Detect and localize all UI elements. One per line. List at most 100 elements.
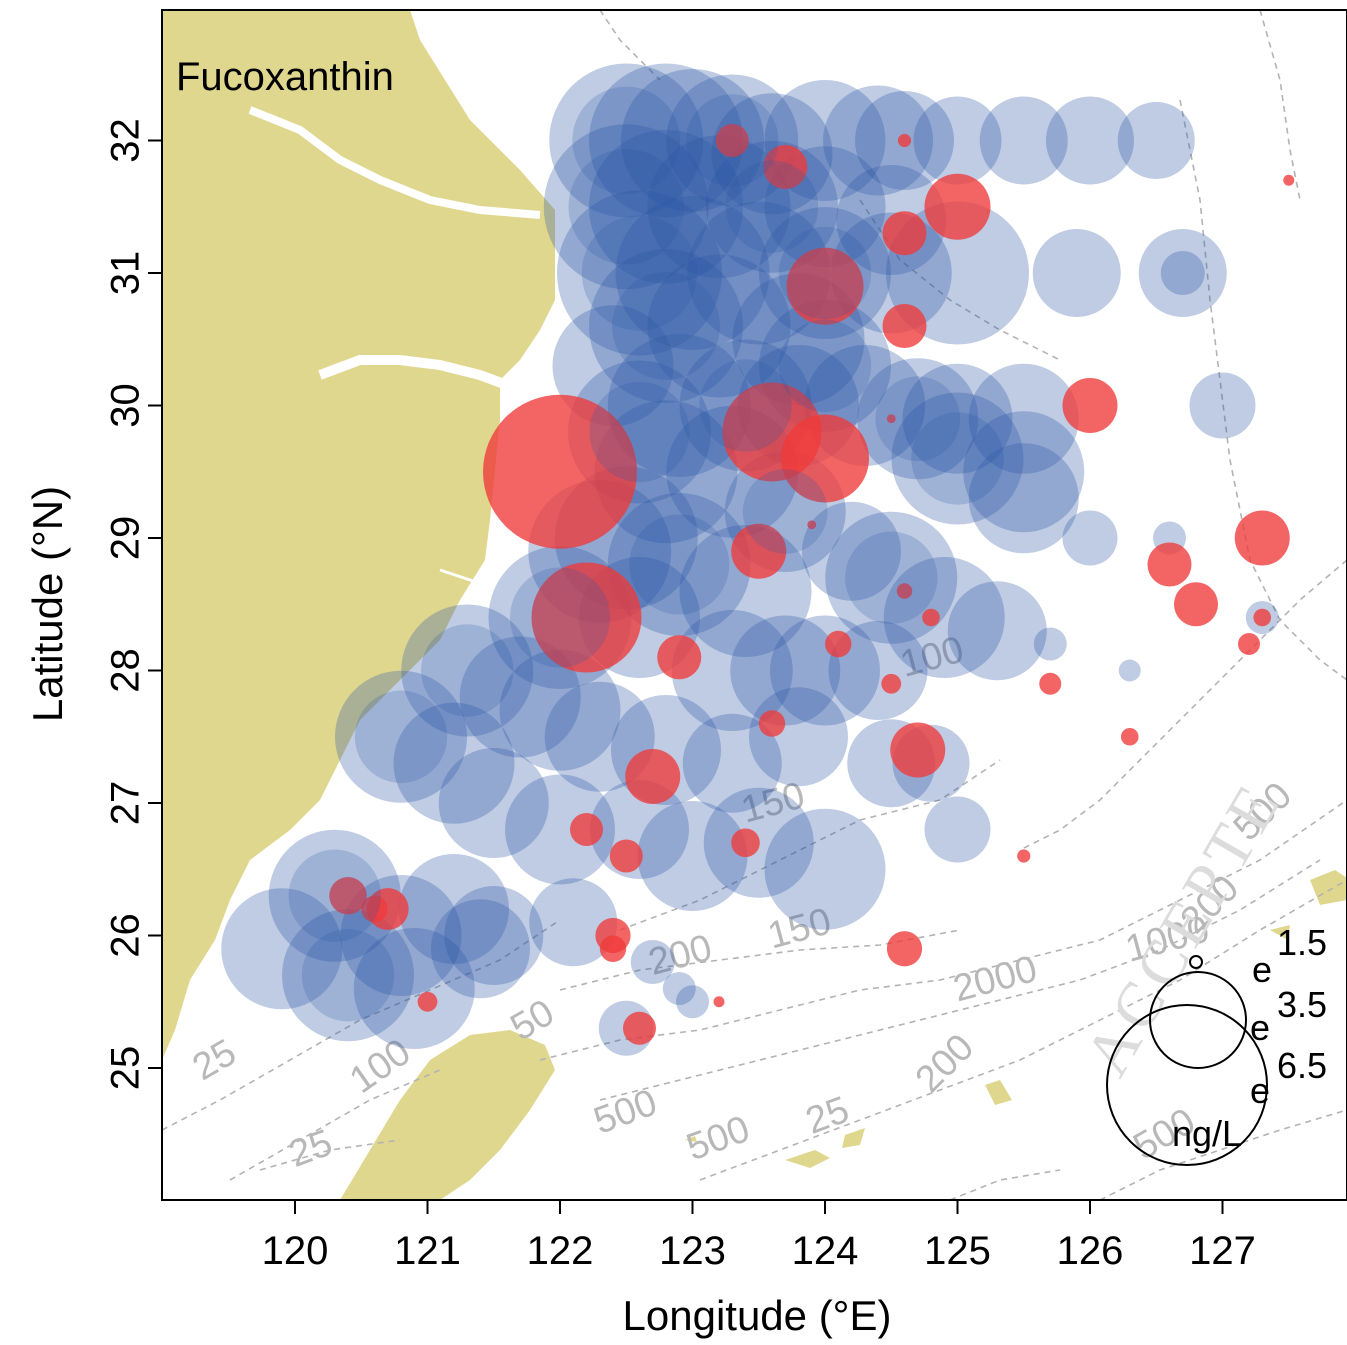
contour-line xyxy=(619,759,1001,931)
station-bubble-blue xyxy=(421,624,514,717)
legend-circle-large xyxy=(1106,1004,1268,1166)
station-bubble-blue xyxy=(509,567,611,668)
legend-prefix-1: e xyxy=(1252,949,1272,990)
red-station-bubbles xyxy=(329,124,1295,1045)
yangtze-estuary xyxy=(248,106,541,219)
station-bubble-blue xyxy=(825,511,958,644)
y-tick-label: 32 xyxy=(104,118,148,163)
station-bubble-blue xyxy=(778,226,872,320)
station-bubble-blue xyxy=(288,849,381,942)
station-bubble-red xyxy=(531,562,642,673)
ryukyu-island-3 xyxy=(985,1080,1012,1105)
station-bubble-blue xyxy=(221,888,343,1010)
station-bubble-blue xyxy=(353,928,475,1049)
y-tick-label: 27 xyxy=(104,781,148,826)
station-bubble-red xyxy=(1039,672,1062,695)
contour-line xyxy=(699,879,1347,1181)
contour-line xyxy=(559,929,961,991)
station-bubble-blue xyxy=(1189,372,1256,439)
station-bubble-red xyxy=(758,710,786,737)
station-bubble-blue xyxy=(1118,659,1141,682)
size-legend: e 1.5 e 3.5 e 6.5 ng/L xyxy=(1106,922,1327,1166)
plot-frame xyxy=(161,9,1347,1201)
legend-unit: ng/L xyxy=(1172,1113,1242,1154)
station-bubble-blue xyxy=(883,557,1005,678)
station-bubble-blue xyxy=(612,272,720,380)
station-bubble-blue xyxy=(924,796,991,863)
station-bubble-red xyxy=(1283,174,1295,186)
station-bubble-red xyxy=(1120,727,1139,746)
station-bubble-red xyxy=(886,414,896,424)
station-bubble-blue xyxy=(589,381,690,483)
station-bubble-blue xyxy=(647,135,791,279)
ryukyu-island-2 xyxy=(842,1128,865,1148)
station-bubble-red xyxy=(1062,378,1118,433)
station-bubble-blue xyxy=(764,808,886,930)
x-axis: 120 121 122 123 124 125 126 127 xyxy=(262,1200,1256,1273)
station-bubble-red xyxy=(825,630,852,658)
station-bubble-blue xyxy=(1046,96,1134,185)
x-tick-label: 120 xyxy=(262,1229,329,1273)
ryukyu-island-6 xyxy=(685,1136,697,1142)
station-bubble-blue xyxy=(399,854,509,964)
station-bubble-blue xyxy=(607,493,751,636)
station-bubble-red xyxy=(886,931,923,967)
x-tick-label: 126 xyxy=(1057,1229,1124,1273)
contour-line xyxy=(1099,1109,1347,1200)
station-bubble-blue xyxy=(431,899,530,999)
bathymetry-contours xyxy=(162,10,1347,1200)
station-bubble-blue xyxy=(529,878,618,967)
contour-line xyxy=(1179,99,1347,681)
station-bubble-blue xyxy=(282,909,414,1042)
legend-prefix-2: e xyxy=(1250,1007,1270,1048)
station-bubble-blue xyxy=(568,149,684,265)
station-bubble-blue xyxy=(544,681,655,792)
legend-circle-medium xyxy=(1149,971,1247,1069)
station-bubble-blue xyxy=(671,610,793,731)
station-bubble-blue xyxy=(621,69,764,212)
station-bubble-red xyxy=(483,394,637,549)
station-bubble-blue xyxy=(891,392,1024,525)
land-masses xyxy=(162,10,1347,1200)
station-bubble-blue xyxy=(459,636,581,758)
station-bubble-blue xyxy=(301,929,395,1022)
station-bubble-blue xyxy=(662,972,696,1005)
station-bubble-blue xyxy=(1138,229,1227,317)
station-bubble-red xyxy=(731,828,760,858)
y-axis: 25 26 27 28 29 30 31 32 xyxy=(104,118,162,1090)
station-bubble-blue xyxy=(335,670,467,803)
blue-overlay-bubbles xyxy=(288,86,1004,1022)
station-bubble-blue xyxy=(589,129,743,284)
station-bubble-blue xyxy=(979,96,1068,185)
x-tick-label: 124 xyxy=(792,1229,859,1273)
station-bubble-blue xyxy=(1033,627,1067,661)
station-bubble-red xyxy=(807,520,817,530)
station-bubble-red xyxy=(890,722,946,778)
contour-line xyxy=(162,919,561,1131)
y-tick-label: 26 xyxy=(104,913,148,958)
station-bubble-blue xyxy=(393,702,515,824)
china-coast-land xyxy=(162,10,555,1060)
station-bubble-blue xyxy=(742,469,828,554)
station-bubble-blue xyxy=(581,215,698,331)
contour-line xyxy=(599,10,661,81)
station-bubble-blue xyxy=(629,514,730,615)
station-bubble-red xyxy=(882,211,927,256)
station-bubble-red xyxy=(715,124,749,157)
contour-line xyxy=(539,799,1347,1061)
station-bubble-red xyxy=(897,133,912,148)
station-bubble-red xyxy=(366,888,409,930)
contour-label: 25 xyxy=(284,1122,338,1176)
y-tick-label: 29 xyxy=(104,516,148,561)
station-bubble-blue xyxy=(401,604,534,737)
station-bubble-red xyxy=(924,173,991,240)
station-bubble-red xyxy=(1174,582,1218,627)
contour-line xyxy=(229,1069,441,1181)
minor-estuary-2 xyxy=(229,913,301,932)
station-bubble-blue xyxy=(444,886,544,985)
minor-estuary-1 xyxy=(439,568,496,592)
taiwan-island xyxy=(340,1030,555,1200)
station-bubble-blue xyxy=(630,940,675,984)
station-bubble-blue xyxy=(857,358,979,480)
